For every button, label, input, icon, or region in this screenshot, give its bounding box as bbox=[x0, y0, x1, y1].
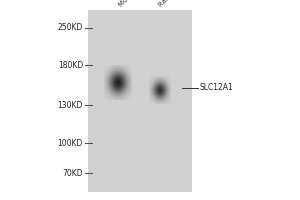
Text: SLC12A1: SLC12A1 bbox=[200, 84, 234, 92]
Text: 130KD: 130KD bbox=[58, 100, 83, 110]
Text: 70KD: 70KD bbox=[62, 168, 83, 178]
Text: 100KD: 100KD bbox=[58, 138, 83, 148]
Text: Rat kidney: Rat kidney bbox=[158, 0, 189, 8]
Text: 250KD: 250KD bbox=[58, 23, 83, 32]
Text: Mouse kidney: Mouse kidney bbox=[118, 0, 156, 8]
Text: 180KD: 180KD bbox=[58, 60, 83, 70]
